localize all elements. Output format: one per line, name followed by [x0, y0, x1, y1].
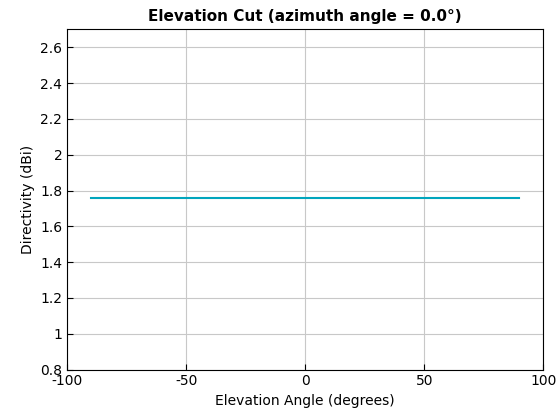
500 MHz [293, 195, 300, 200]
X-axis label: Elevation Angle (degrees): Elevation Angle (degrees) [216, 394, 395, 408]
Y-axis label: Directivity (dBi): Directivity (dBi) [21, 145, 35, 254]
500 MHz [516, 195, 522, 200]
500 MHz [439, 195, 446, 200]
500 MHz [506, 195, 512, 200]
500 MHz [291, 195, 298, 200]
Title: Elevation Cut (azimuth angle = 0.0°): Elevation Cut (azimuth angle = 0.0°) [148, 9, 462, 24]
500 MHz [343, 195, 349, 200]
500 MHz [319, 195, 326, 200]
500 MHz [87, 195, 94, 200]
